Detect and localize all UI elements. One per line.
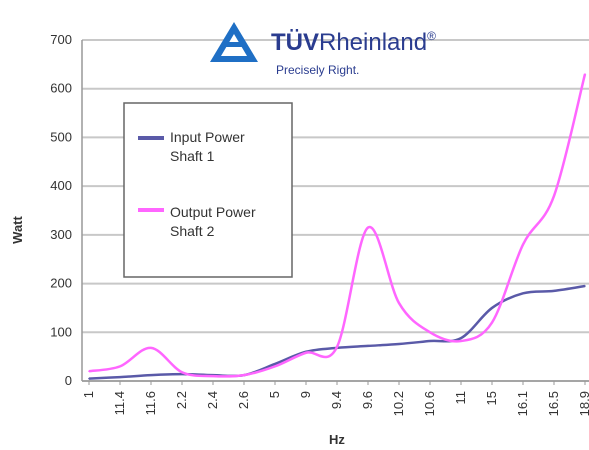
legend-entry-input-power: Input Power Shaft 1 <box>138 129 245 164</box>
x-tick-label: 9.4 <box>329 391 344 409</box>
data-point <box>584 73 586 75</box>
data-point <box>88 377 90 380</box>
data-point <box>150 374 152 376</box>
data-point <box>274 363 276 365</box>
legend-label-input-power-line2: Shaft 1 <box>170 148 215 164</box>
tuv-triangle-icon <box>210 22 258 62</box>
data-point <box>119 376 121 378</box>
series-lines <box>88 73 587 380</box>
data-point <box>150 347 152 349</box>
y-axis-title: Watt <box>10 215 25 243</box>
axes <box>81 40 589 382</box>
svg-text:TÜVRheinland®: TÜVRheinland® <box>271 29 436 56</box>
brand-tagline: Precisely Right. <box>276 63 359 77</box>
y-tick-label: 600 <box>50 81 72 96</box>
brand-name-rest: Rheinland <box>319 29 427 56</box>
legend-entry-output-power: Output Power Shaft 2 <box>138 204 256 239</box>
x-tick-label: 2.4 <box>205 391 220 409</box>
y-tick-label: 400 <box>50 178 72 193</box>
x-tick-label: 9 <box>298 391 313 398</box>
legend: Input Power Shaft 1 Output Power Shaft 2 <box>123 102 293 278</box>
data-point <box>305 351 307 354</box>
data-point <box>553 290 555 292</box>
data-point <box>491 307 493 309</box>
legend-label-input-power-line1: Input Power <box>170 129 245 145</box>
x-tick-label: 2.2 <box>174 391 189 409</box>
data-point <box>119 365 121 368</box>
y-tick-labels: 0 100 200 300 400 500 600 700 <box>50 32 72 388</box>
x-tick-label: 16.5 <box>546 391 561 416</box>
registered-mark: ® <box>427 29 436 43</box>
y-tick-label: 100 <box>50 324 72 339</box>
data-point <box>522 292 524 295</box>
x-tick-label: 10.6 <box>422 391 437 416</box>
legend-label-output-power-line2: Shaft 2 <box>170 223 215 239</box>
data-point <box>367 345 369 347</box>
x-tick-label: 10.2 <box>391 391 406 416</box>
y-tick-label: 200 <box>50 276 72 291</box>
brand-name-bold: TÜV <box>271 29 319 56</box>
x-tick-label: 11.4 <box>112 391 127 415</box>
data-point <box>398 302 400 304</box>
data-point <box>274 365 276 368</box>
brand-logo: TÜVRheinland® Precisely Right. <box>210 22 436 77</box>
x-tick-labels: 1 11.4 11.6 2.2 2.4 2.6 5 9 9.4 9.6 10.2 10.6 11 15 16… <box>81 381 589 416</box>
data-point <box>522 243 524 246</box>
data-point <box>212 375 214 377</box>
data-point <box>429 340 431 342</box>
x-tick-label: 2.6 <box>236 391 251 409</box>
data-point <box>460 340 462 342</box>
x-tick-label: 11.6 <box>143 391 158 415</box>
x-tick-label: 5 <box>267 391 282 398</box>
y-tick-label: 500 <box>50 129 72 144</box>
data-point <box>584 285 586 287</box>
data-point <box>336 346 338 348</box>
x-tick-label: 18.9 <box>577 391 589 416</box>
data-point <box>181 373 183 375</box>
data-point <box>243 374 245 376</box>
y-tick-label: 700 <box>50 32 72 47</box>
data-point <box>88 370 90 373</box>
data-point <box>491 321 493 324</box>
x-tick-label: 11 <box>453 391 468 405</box>
y-tick-label: 300 <box>50 227 72 242</box>
y-tick-label: 0 <box>65 373 72 388</box>
legend-label-output-power-line1: Output Power <box>170 204 256 220</box>
data-point <box>460 337 462 339</box>
x-tick-label: 9.6 <box>360 391 375 409</box>
data-point <box>181 371 183 374</box>
data-point <box>429 331 431 334</box>
data-point <box>367 226 369 229</box>
x-tick-label: 1 <box>81 391 96 398</box>
x-axis-title: Hz <box>329 432 345 447</box>
legend-box <box>123 102 293 278</box>
x-tick-label: 15 <box>484 391 499 405</box>
x-tick-label: 16.1 <box>515 391 530 416</box>
data-point <box>398 343 400 345</box>
data-point <box>553 195 555 197</box>
